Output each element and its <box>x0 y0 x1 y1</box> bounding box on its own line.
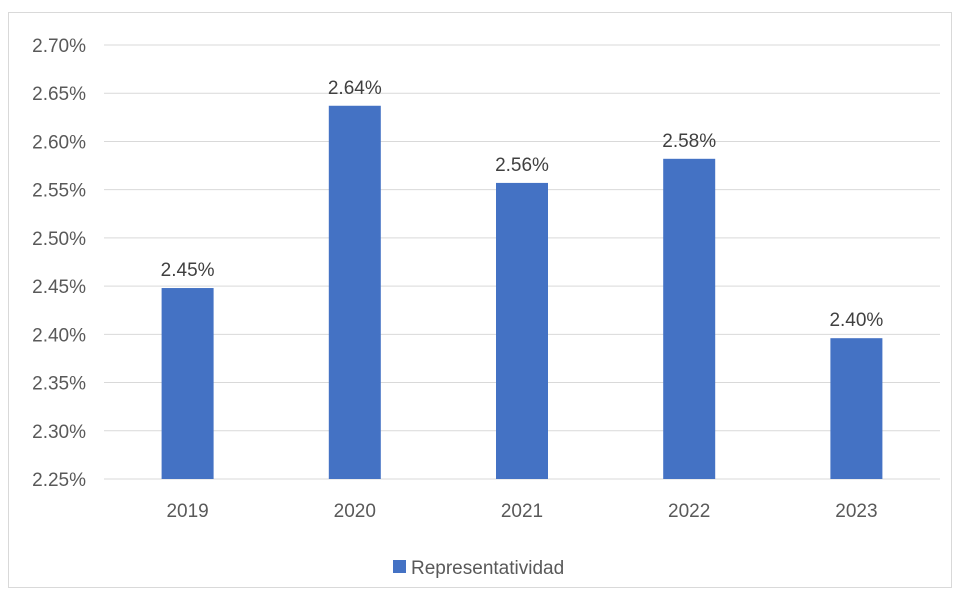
bar-2022 <box>663 158 716 479</box>
y-tick-label: 2.45% <box>32 277 86 298</box>
data-label-2021: 2.56% <box>495 155 549 176</box>
x-axis-tick-labels: 2019 2020 2021 2022 2023 <box>166 501 877 522</box>
bar-2023 <box>830 338 883 479</box>
x-tick-label-2020: 2020 <box>334 501 376 522</box>
chart-frame: 2.25% 2.30% 2.35% 2.40% 2.45% 2.50% 2.55% 2.60%… <box>8 12 952 588</box>
legend-swatch <box>393 560 406 573</box>
data-label-2023: 2.40% <box>829 310 883 331</box>
y-tick-label: 2.30% <box>32 422 86 443</box>
data-label-2019: 2.45% <box>161 260 215 281</box>
y-tick-label: 2.55% <box>32 181 86 202</box>
x-tick-label-2022: 2022 <box>668 501 710 522</box>
y-tick-label: 2.35% <box>32 374 86 395</box>
bar-2019 <box>161 288 214 479</box>
x-tick-label-2019: 2019 <box>166 501 208 522</box>
legend-label: Representatividad <box>411 558 564 579</box>
bar-2021 <box>496 182 548 479</box>
bar-2020 <box>328 105 381 479</box>
y-tick-label: 2.70% <box>32 36 86 57</box>
data-labels: 2.45% 2.64% 2.56% 2.58% 2.40% <box>161 78 884 331</box>
y-tick-label: 2.40% <box>32 325 86 346</box>
y-tick-label: 2.60% <box>32 132 86 153</box>
data-label-2022: 2.58% <box>662 131 716 152</box>
y-axis-tick-labels: 2.25% 2.30% 2.35% 2.40% 2.45% 2.50% 2.55% 2.60%… <box>32 36 86 491</box>
y-tick-label: 2.65% <box>32 84 86 105</box>
x-tick-label-2023: 2023 <box>835 501 877 522</box>
bar-chart: 2.25% 2.30% 2.35% 2.40% 2.45% 2.50% 2.55% 2.60%… <box>32 36 940 579</box>
y-tick-label: 2.25% <box>32 470 86 491</box>
x-tick-label-2021: 2021 <box>501 501 543 522</box>
legend: Representatividad <box>393 558 564 579</box>
bars <box>161 105 883 479</box>
y-tick-label: 2.50% <box>32 229 86 250</box>
data-label-2020: 2.64% <box>328 78 382 99</box>
